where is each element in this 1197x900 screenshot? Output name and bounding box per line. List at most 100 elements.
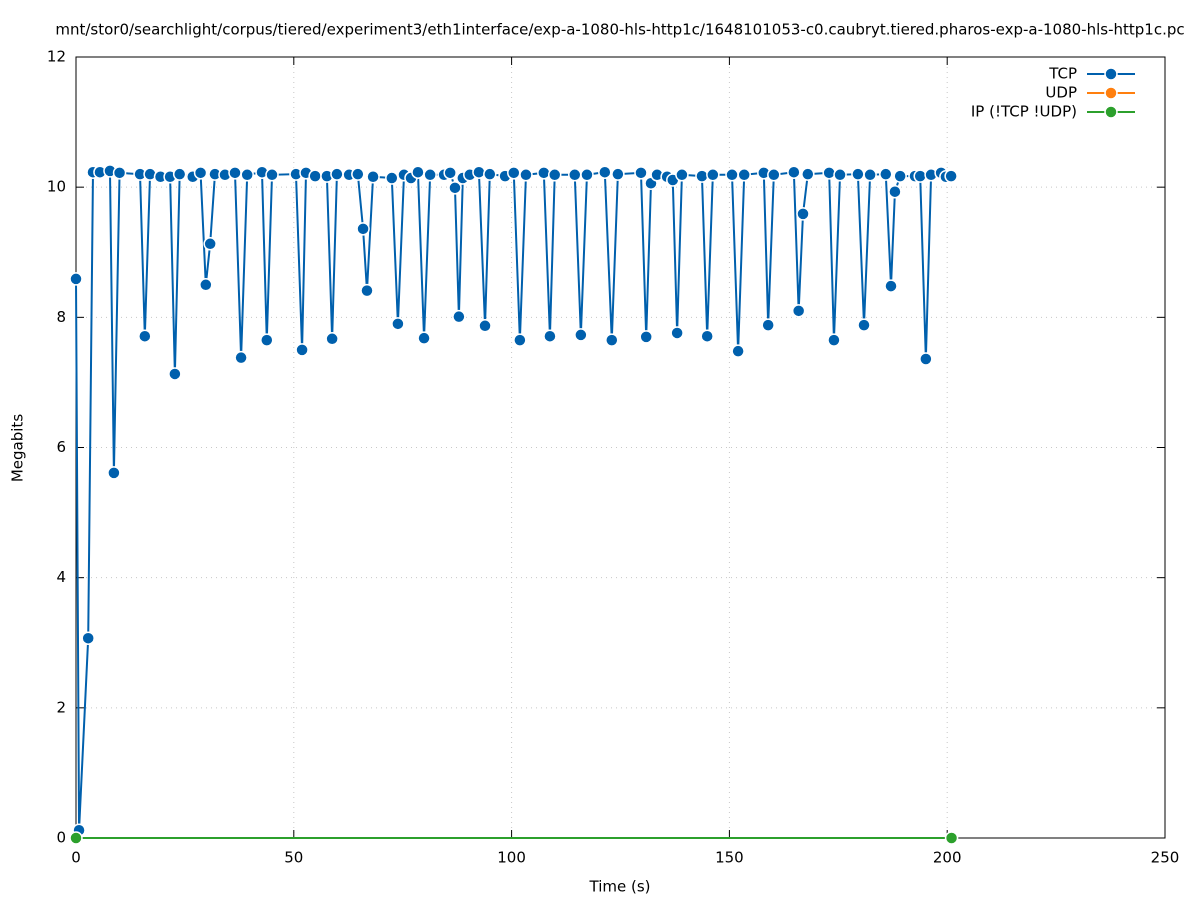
legend-label: TCP	[1048, 65, 1077, 83]
data-point	[767, 168, 781, 182]
data-point	[69, 831, 83, 845]
data-point	[330, 167, 344, 181]
data-point	[879, 167, 893, 181]
x-tick-label: 150	[715, 849, 744, 867]
data-point	[537, 166, 551, 180]
data-point	[193, 166, 208, 180]
data-point	[452, 309, 466, 324]
y-tick-label: 12	[47, 48, 66, 66]
data-point	[260, 333, 274, 347]
data-point	[360, 283, 374, 298]
data-point	[478, 319, 492, 333]
y-tick-label: 2	[56, 698, 66, 716]
data-point	[796, 207, 810, 221]
data-point	[675, 168, 689, 182]
data-point	[295, 343, 309, 357]
data-point	[483, 167, 497, 181]
series-line	[75, 169, 952, 831]
y-axis-label: Megabits	[9, 414, 27, 482]
data-point	[737, 168, 751, 182]
data-point	[203, 237, 217, 251]
data-point	[706, 168, 720, 182]
data-point	[822, 166, 836, 180]
data-point	[234, 350, 248, 365]
data-point	[761, 318, 775, 332]
data-point	[81, 631, 95, 645]
data-point	[472, 165, 486, 179]
data-point	[443, 166, 457, 180]
data-point	[731, 344, 745, 358]
data-point	[138, 329, 152, 343]
legend-marker	[1104, 86, 1118, 100]
data-point	[308, 169, 322, 183]
data-point	[944, 831, 959, 845]
data-point	[168, 367, 182, 381]
data-point	[240, 168, 254, 182]
data-point	[888, 184, 902, 199]
data-point	[725, 168, 739, 182]
data-point	[519, 168, 533, 182]
data-point	[228, 166, 242, 180]
x-tick-label: 100	[497, 849, 526, 867]
chart-title: mnt/stor0/searchlight/corpus/tiered/expe…	[55, 21, 1184, 39]
data-point	[69, 272, 83, 286]
data-point	[670, 326, 684, 340]
data-point	[513, 333, 527, 347]
data-point	[893, 169, 907, 183]
data-point	[801, 167, 815, 181]
x-tick-label: 50	[284, 849, 303, 867]
data-point	[199, 278, 213, 292]
data-point	[448, 181, 462, 195]
data-point	[944, 169, 958, 183]
data-point	[700, 329, 714, 343]
legend-label: UDP	[1045, 84, 1077, 102]
x-tick-label: 250	[1151, 849, 1180, 867]
data-point	[568, 168, 582, 182]
data-point	[423, 168, 437, 182]
y-tick-label: 0	[56, 829, 66, 847]
data-point	[605, 333, 619, 347]
data-point	[634, 166, 648, 180]
data-point	[857, 318, 871, 332]
data-point	[884, 279, 898, 293]
data-point	[833, 168, 847, 182]
data-point	[695, 169, 709, 183]
data-point	[366, 170, 380, 184]
data-point	[639, 330, 653, 344]
data-point	[547, 168, 562, 182]
data-point	[107, 466, 121, 480]
y-tick-label: 6	[56, 438, 66, 456]
data-point	[112, 166, 127, 180]
data-point	[827, 333, 841, 347]
x-tick-label: 0	[71, 849, 81, 867]
data-point	[791, 304, 806, 318]
data-point	[787, 165, 801, 179]
legend-marker	[1104, 67, 1118, 81]
data-point	[351, 167, 365, 181]
data-point	[611, 167, 625, 181]
x-tick-label: 200	[933, 849, 962, 867]
data-point	[580, 168, 594, 182]
data-point	[919, 352, 933, 366]
data-point	[265, 168, 279, 182]
y-tick-label: 8	[56, 308, 66, 326]
data-point	[574, 328, 588, 342]
data-point	[851, 167, 865, 181]
data-point	[325, 332, 339, 346]
data-point	[356, 222, 370, 236]
data-point	[507, 166, 521, 180]
data-point	[863, 168, 877, 182]
legend-marker	[1104, 105, 1118, 119]
x-axis-label: Time (s)	[589, 878, 651, 896]
data-point	[172, 167, 187, 181]
data-point	[543, 329, 557, 343]
data-point	[913, 169, 927, 183]
data-point	[385, 171, 399, 185]
data-point	[598, 165, 612, 179]
data-point	[417, 331, 431, 345]
data-point	[411, 165, 425, 179]
legend-label: IP (!TCP !UDP)	[971, 103, 1077, 121]
y-tick-label: 10	[47, 178, 66, 196]
